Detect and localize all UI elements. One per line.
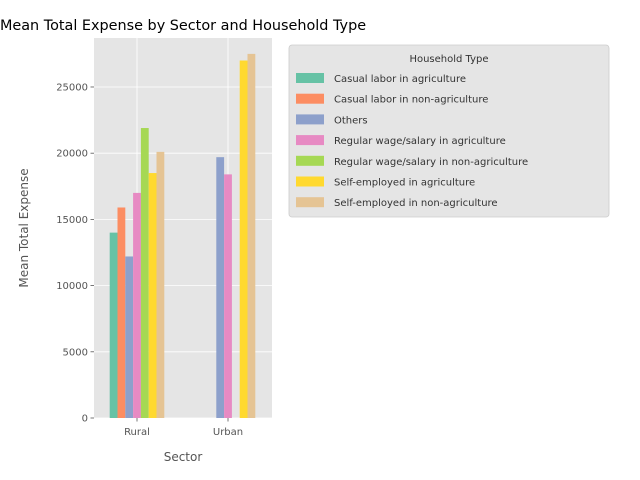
bar xyxy=(224,174,232,418)
legend-label: Casual labor in agriculture xyxy=(334,74,466,85)
legend-label: Self-employed in non-agriculture xyxy=(334,198,498,209)
y-tick-label: 25000 xyxy=(56,82,88,93)
bar xyxy=(140,128,149,418)
legend-label: Regular wage/salary in agriculture xyxy=(334,136,506,147)
legend-swatch xyxy=(296,93,324,104)
bar xyxy=(133,192,141,418)
bar xyxy=(125,256,134,418)
legend-items: Casual labor in agriculture Casual labor … xyxy=(296,73,528,209)
bar xyxy=(148,173,157,418)
bars xyxy=(109,53,256,418)
legend-label: Self-employed in agriculture xyxy=(334,178,475,189)
legend-swatch xyxy=(296,114,324,125)
legend-swatch xyxy=(296,155,324,166)
legend-title: Household Type xyxy=(409,54,488,65)
x-ticks: Rural Urban xyxy=(124,418,243,438)
bar xyxy=(117,207,126,418)
y-tick-label: 10000 xyxy=(56,281,88,292)
x-tick-label: Rural xyxy=(124,427,150,438)
legend-swatch xyxy=(296,73,324,83)
legend-label: Casual labor in non-agriculture xyxy=(334,95,488,106)
bar xyxy=(156,151,165,418)
bar xyxy=(109,232,118,418)
bar xyxy=(247,53,256,418)
y-tick-label: 15000 xyxy=(56,215,88,226)
y-tick-label: 0 xyxy=(82,414,88,425)
y-tick-label: 5000 xyxy=(63,347,88,358)
legend-swatch xyxy=(296,197,324,208)
chart-title: Mean Total Expense by Sector and Househo… xyxy=(0,18,366,34)
y-tick-label: 20000 xyxy=(56,149,88,160)
legend-label: Others xyxy=(334,115,368,126)
y-ticks: 0 5000 10000 15000 20000 25000 xyxy=(56,82,94,425)
y-axis-label: Mean Total Expense xyxy=(17,168,31,287)
legend: Household Type Casual labor in agricultu… xyxy=(288,44,610,218)
x-axis-label: Sector xyxy=(164,450,203,464)
x-tick-label: Urban xyxy=(213,427,243,438)
legend-swatch xyxy=(296,176,324,187)
bar xyxy=(239,60,248,418)
legend-box xyxy=(288,44,610,218)
legend-label: Regular wage/salary in non-agriculture xyxy=(334,157,528,168)
legend-swatch xyxy=(296,135,324,146)
bar xyxy=(216,157,225,418)
